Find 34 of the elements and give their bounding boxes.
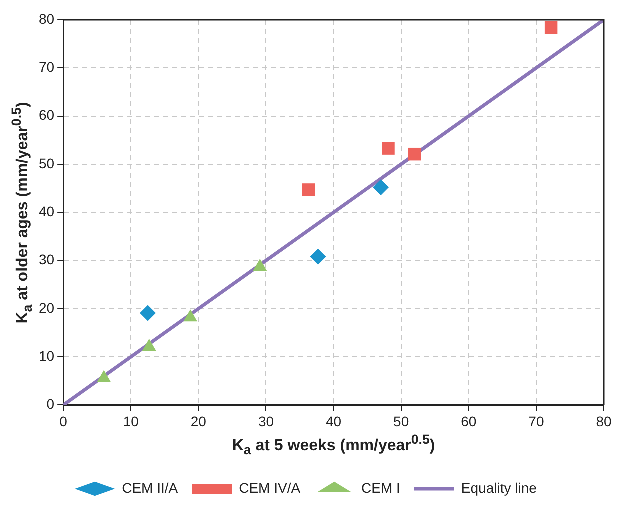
y-tick-label: 50 — [38, 155, 55, 172]
y-tick-label: 10 — [38, 348, 55, 364]
x-tick-label: 80 — [596, 413, 612, 430]
point — [184, 310, 198, 322]
legend-label: Equality line — [461, 480, 538, 496]
point — [97, 370, 112, 382]
x-tick-label: 0 — [60, 413, 68, 430]
point — [302, 184, 316, 196]
x-tick-label: 50 — [394, 413, 410, 430]
legend-label: CEM II/A — [122, 480, 179, 496]
y-tick-label: 80 — [38, 10, 55, 27]
y-tick-label: 30 — [38, 252, 55, 268]
x-axis-title: K$_{a}$ at 5 weeks (mm/year$^{0.5}$) — [232, 432, 436, 458]
legend-label: CEM I — [362, 480, 400, 496]
x-tick-label: 70 — [528, 413, 544, 430]
point — [382, 142, 395, 155]
y-tick-label: 70 — [38, 59, 55, 76]
y-tick-label: 0 — [46, 396, 55, 412]
x-tick-label: 20 — [190, 413, 207, 430]
x-tick-label: 30 — [258, 413, 274, 430]
point — [142, 338, 156, 351]
x-tick-label: 40 — [326, 413, 342, 430]
point — [140, 305, 156, 322]
y-tick-label: 40 — [38, 203, 55, 220]
point — [373, 180, 390, 196]
legend-label: CEM IV/A — [239, 480, 302, 496]
x-tick-label: 10 — [123, 413, 140, 430]
point — [310, 248, 326, 265]
point — [253, 259, 268, 272]
point — [544, 21, 558, 34]
y-tick-label: 60 — [38, 107, 55, 124]
y-tick-label: 20 — [38, 300, 55, 316]
point — [408, 148, 422, 161]
x-tick-label: 60 — [461, 413, 477, 430]
